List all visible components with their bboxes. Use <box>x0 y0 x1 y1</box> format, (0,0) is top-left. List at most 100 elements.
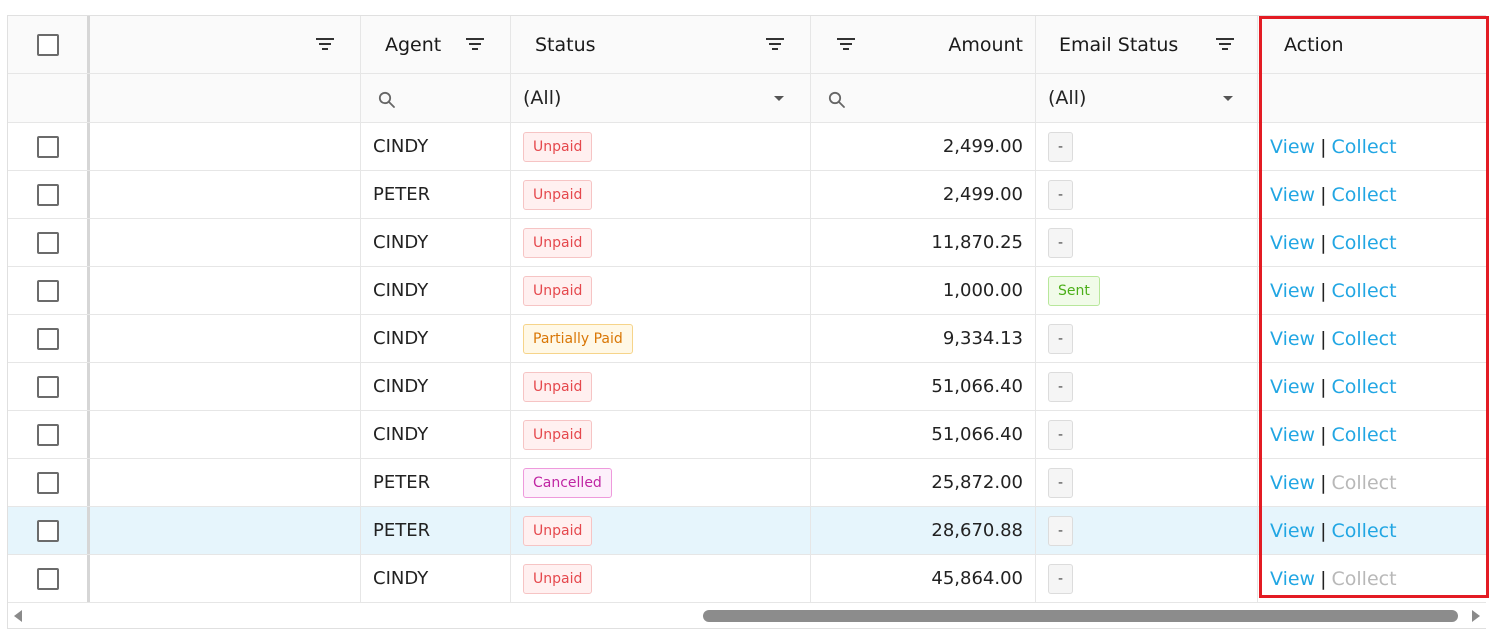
amount-cell: 51,066.40 <box>811 363 1036 410</box>
row-select-cell <box>8 411 90 458</box>
amount-value: 9,334.13 <box>942 328 1023 349</box>
amount-value: 2,499.00 <box>942 136 1023 157</box>
view-link[interactable]: View <box>1270 231 1316 254</box>
status-cell: Unpaid <box>511 507 811 554</box>
amount-filter-icon[interactable] <box>836 37 856 53</box>
status-cell: Unpaid <box>511 219 811 266</box>
email-status-badge: - <box>1048 563 1074 594</box>
collect-link[interactable]: Collect <box>1331 327 1397 350</box>
view-link[interactable]: View <box>1270 423 1316 446</box>
status-header-label: Status <box>535 33 596 56</box>
action-cell: View | Collect <box>1258 171 1486 218</box>
status-badge: Partially Paid <box>523 323 633 354</box>
view-link[interactable]: View <box>1270 519 1316 542</box>
collect-link[interactable]: Collect <box>1331 519 1397 542</box>
status-badge: Unpaid <box>523 563 593 594</box>
row-checkbox[interactable] <box>36 375 59 398</box>
view-link[interactable]: View <box>1270 183 1316 206</box>
status-badge: Cancelled <box>523 467 612 498</box>
view-link[interactable]: View <box>1270 567 1316 590</box>
amount-search-input[interactable] <box>811 74 1036 122</box>
view-link[interactable]: View <box>1270 327 1316 350</box>
status-cell: Partially Paid <box>511 315 811 362</box>
email-status-badge: Sent <box>1048 275 1100 306</box>
view-link[interactable]: View <box>1270 135 1316 158</box>
table-row[interactable]: CINDY Unpaid 51,066.40 - View | Collect <box>8 411 1486 459</box>
email-status-filter-select[interactable]: (All) <box>1036 74 1258 122</box>
collect-link[interactable]: Collect <box>1331 375 1397 398</box>
collect-link[interactable]: Collect <box>1331 231 1397 254</box>
view-link[interactable]: View <box>1270 375 1316 398</box>
invoice-grid: Agent Status Amount Email Status Action <box>7 15 1486 629</box>
email-status-cell: - <box>1036 315 1258 362</box>
collect-link[interactable]: Collect <box>1331 183 1397 206</box>
agent-filter-icon[interactable] <box>465 37 485 53</box>
select-all-checkbox[interactable] <box>36 33 59 56</box>
row-select-cell <box>8 507 90 554</box>
scroll-right-arrow-icon[interactable] <box>1472 610 1480 622</box>
email-status-cell: Sent <box>1036 267 1258 314</box>
amount-value: 45,864.00 <box>931 568 1023 589</box>
action-cell: View | Collect <box>1258 219 1486 266</box>
scroll-thumb[interactable] <box>703 610 1458 622</box>
table-row[interactable]: CINDY Unpaid 11,870.25 - View | Collect <box>8 219 1486 267</box>
filter-row: (All) (All) <box>8 74 1486 123</box>
status-badge: Unpaid <box>523 179 593 210</box>
table-row[interactable]: CINDY Unpaid 1,000.00 Sent View | Collec… <box>8 267 1486 315</box>
status-filter-select[interactable]: (All) <box>511 74 811 122</box>
row-select-cell <box>8 459 90 506</box>
email-status-cell: - <box>1036 555 1258 602</box>
agent-cell: CINDY <box>361 315 511 362</box>
row-checkbox[interactable] <box>36 327 59 350</box>
collect-link[interactable]: Collect <box>1331 423 1397 446</box>
row-checkbox[interactable] <box>36 567 59 590</box>
status-column-header[interactable]: Status <box>511 16 811 73</box>
email-status-badge: - <box>1048 467 1074 498</box>
status-cell: Unpaid <box>511 555 811 602</box>
amount-column-header[interactable]: Amount <box>811 16 1036 73</box>
email-status-badge: - <box>1048 131 1074 162</box>
status-badge: Unpaid <box>523 515 593 546</box>
agent-cell: CINDY <box>361 267 511 314</box>
table-row[interactable]: PETER Unpaid 28,670.88 - View | Collect <box>8 507 1486 555</box>
table-row[interactable]: CINDY Partially Paid 9,334.13 - View | C… <box>8 315 1486 363</box>
row-checkbox[interactable] <box>36 519 59 542</box>
table-row[interactable]: PETER Unpaid 2,499.00 - View | Collect <box>8 171 1486 219</box>
table-row[interactable]: PETER Cancelled 25,872.00 - View | Colle… <box>8 459 1486 507</box>
horizontal-scrollbar[interactable] <box>8 604 1486 628</box>
table-row[interactable]: CINDY Unpaid 51,066.40 - View | Collect <box>8 363 1486 411</box>
email-status-filter-icon[interactable] <box>1215 37 1235 53</box>
agent-name: CINDY <box>373 568 429 589</box>
agent-cell: PETER <box>361 171 511 218</box>
collect-link[interactable]: Collect <box>1331 135 1397 158</box>
scroll-left-arrow-icon[interactable] <box>14 610 22 622</box>
action-column-header[interactable]: Action <box>1258 16 1486 73</box>
agent-column-header[interactable]: Agent <box>361 16 511 73</box>
row-checkbox[interactable] <box>36 279 59 302</box>
row-checkbox[interactable] <box>36 135 59 158</box>
filter-icon[interactable] <box>315 37 335 53</box>
row-checkbox[interactable] <box>36 471 59 494</box>
table-row[interactable]: CINDY Unpaid 45,864.00 - View | Collect <box>8 555 1486 603</box>
status-filter-icon[interactable] <box>765 37 785 53</box>
email-status-badge: - <box>1048 371 1074 402</box>
row-select-cell <box>8 123 90 170</box>
agent-name: CINDY <box>373 424 429 445</box>
collect-link[interactable]: Collect <box>1331 279 1397 302</box>
amount-cell: 45,864.00 <box>811 555 1036 602</box>
agent-search-input[interactable] <box>361 74 511 122</box>
row-checkbox[interactable] <box>36 231 59 254</box>
email-status-filter-value: (All) <box>1048 87 1087 109</box>
row-checkbox[interactable] <box>36 423 59 446</box>
email-status-column-header[interactable]: Email Status <box>1036 16 1258 73</box>
agent-cell: PETER <box>361 507 511 554</box>
blank-cell <box>90 267 361 314</box>
collect-link: Collect <box>1331 471 1397 494</box>
view-link[interactable]: View <box>1270 471 1316 494</box>
amount-value: 1,000.00 <box>942 280 1023 301</box>
agent-cell: PETER <box>361 459 511 506</box>
table-row[interactable]: CINDY Unpaid 2,499.00 - View | Collect <box>8 123 1486 171</box>
view-link[interactable]: View <box>1270 279 1316 302</box>
row-checkbox[interactable] <box>36 183 59 206</box>
amount-cell: 51,066.40 <box>811 411 1036 458</box>
